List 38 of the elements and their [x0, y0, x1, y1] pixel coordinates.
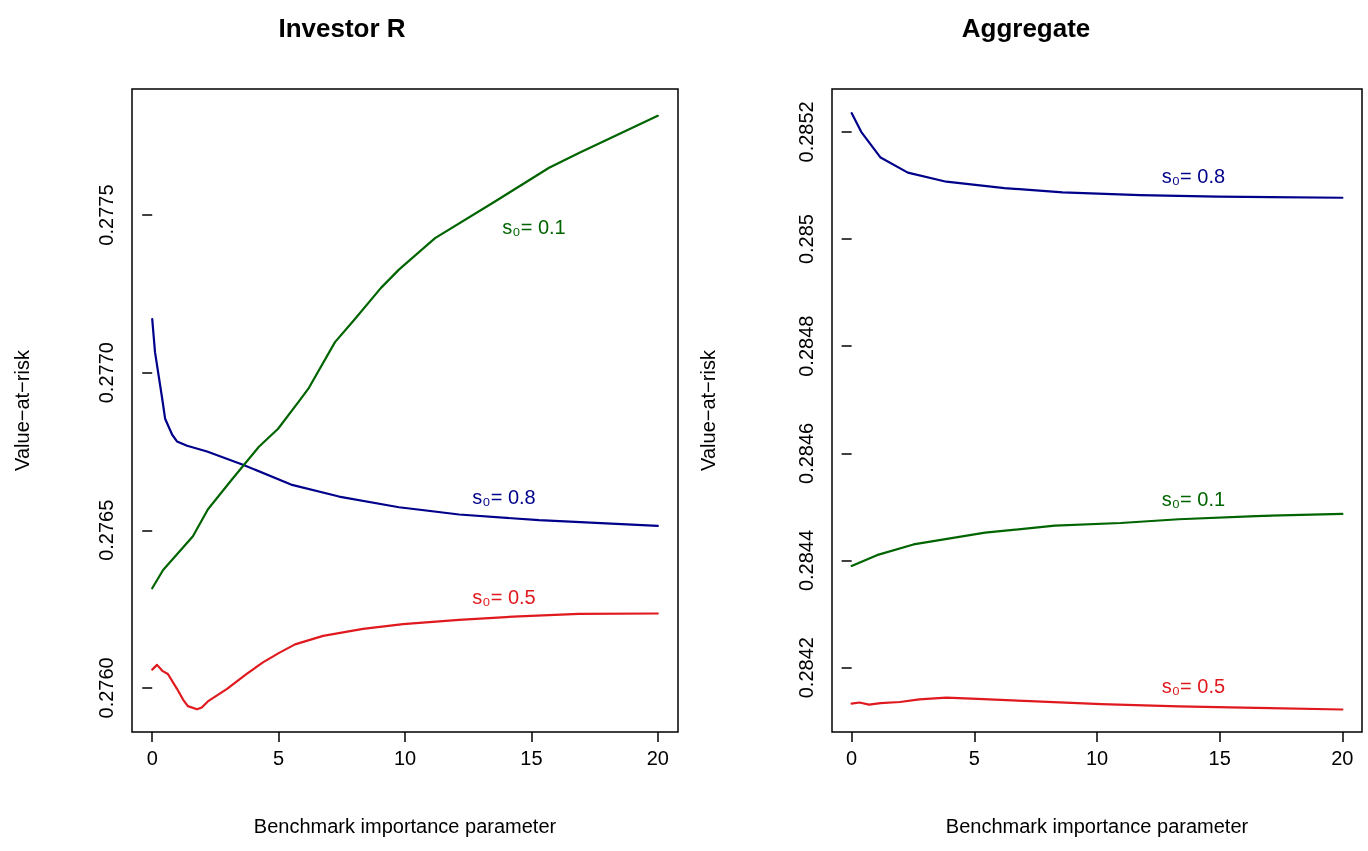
x-tick-label: 5 [968, 747, 980, 769]
y-tick-label: 0.2765 [95, 499, 117, 561]
y-axis-title: Value−at−risk [697, 349, 719, 471]
line-series [850, 512, 1344, 567]
y-tick-label: 0.2844 [795, 529, 817, 592]
line-series [850, 112, 1344, 199]
y-tick-label: 0.2775 [95, 184, 117, 246]
y-tick-label: 0.2852 [795, 101, 817, 163]
y-tick-label: 0.2846 [795, 422, 817, 484]
x-tick-label: 10 [393, 747, 417, 769]
x-axis-title: Benchmark importance parameter [945, 815, 1249, 837]
series-label: s₀= 0.8 [472, 485, 536, 508]
line-series [850, 696, 1344, 711]
x-tick-label: 20 [646, 747, 669, 769]
x-tick-label: 20 [1331, 747, 1354, 769]
x-tick-label: 5 [273, 747, 285, 769]
y-axis-title: Value−at−risk [11, 349, 33, 471]
chart-title: Investor R [278, 13, 406, 43]
x-tick-label: 10 [1085, 747, 1109, 769]
series-label: s₀= 0.1 [1161, 488, 1226, 511]
y-tick-label: 0.285 [795, 214, 817, 265]
series-label: s₀= 0.1 [502, 216, 566, 239]
series-label: s₀= 0.5 [472, 586, 536, 609]
chart-title: Aggregate [961, 13, 1091, 43]
y-tick-label: 0.2770 [95, 342, 117, 404]
x-axis-title: Benchmark importance parameter [253, 815, 557, 837]
line-series [151, 612, 659, 711]
x-tick-label: 15 [1208, 747, 1231, 769]
series-label: s₀= 0.5 [1161, 675, 1226, 698]
line-series [151, 114, 659, 590]
series-label: s₀= 0.8 [1161, 165, 1226, 188]
line-series [151, 317, 659, 527]
y-tick-label: 0.2842 [795, 637, 817, 699]
x-tick-label: 0 [846, 747, 858, 769]
x-tick-label: 15 [520, 747, 543, 769]
y-tick-label: 0.2848 [795, 315, 817, 377]
y-tick-label: 0.2760 [95, 657, 117, 719]
x-tick-label: 0 [146, 747, 158, 769]
